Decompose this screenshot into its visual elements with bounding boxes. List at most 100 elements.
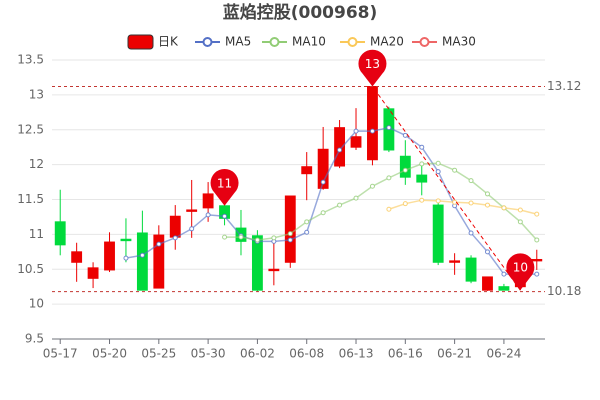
candle-body [317, 148, 329, 189]
ma-point [337, 147, 343, 153]
ma-point [222, 213, 228, 219]
candle-body [432, 204, 444, 263]
ma-line [125, 126, 537, 275]
legend-icon [202, 37, 213, 47]
x-tick-label: 06-13 [339, 347, 374, 361]
y-tick-label: 12.5 [17, 122, 44, 136]
candle-body [399, 155, 411, 178]
candle-body [54, 221, 66, 246]
candle-body [87, 267, 99, 279]
ma-point [534, 271, 540, 277]
ma-point [419, 197, 425, 203]
ma-point [501, 271, 507, 277]
candle-body [416, 174, 428, 183]
x-tick-label: 05-17 [43, 347, 78, 361]
ma-point [435, 198, 441, 204]
reference-label: 10.18 [547, 284, 581, 298]
ma-point [320, 179, 326, 185]
legend-icon [269, 37, 280, 47]
ma-point [238, 234, 244, 240]
candle-body [301, 166, 313, 175]
ma-point [386, 125, 392, 131]
legend-label: 日K [158, 35, 179, 49]
x-tick-label: 06-24 [486, 347, 521, 361]
ma-point [222, 234, 228, 240]
legend-label: MA10 [292, 35, 326, 49]
ma-point [353, 128, 359, 134]
ma-point [123, 255, 129, 261]
ma-point [468, 178, 474, 184]
ma-point [452, 167, 458, 173]
legend-label: MA20 [370, 35, 404, 49]
x-tick-label: 06-08 [289, 347, 324, 361]
candle-body [202, 193, 214, 209]
ma-point [287, 237, 293, 243]
candle-body [169, 215, 181, 238]
legend-icon [419, 37, 430, 47]
mark-label: 11 [217, 176, 232, 190]
legend-icon [347, 37, 358, 47]
ma-point [468, 200, 474, 206]
legend-label: MA30 [442, 35, 476, 49]
ma-point [139, 252, 145, 258]
x-tick-label: 05-25 [141, 347, 176, 361]
ma-point [501, 205, 507, 211]
ma-point [337, 202, 343, 208]
y-tick-label: 10 [29, 297, 44, 311]
ma-point [534, 211, 540, 217]
candle-body [71, 251, 83, 263]
y-tick-label: 11.5 [17, 192, 44, 206]
ma-point [435, 169, 441, 175]
ma-point [484, 249, 490, 255]
candle-body [284, 195, 296, 263]
ma-point [435, 160, 441, 166]
ma-point [353, 195, 359, 201]
ma-point [402, 167, 408, 173]
x-tick-label: 06-16 [388, 347, 423, 361]
x-tick-label: 05-20 [92, 347, 127, 361]
y-tick-label: 13.5 [17, 53, 44, 67]
ma-point [369, 128, 375, 134]
ma-point [419, 144, 425, 150]
ma-point [484, 191, 490, 197]
y-tick-label: 13 [29, 87, 44, 101]
ma-point [386, 175, 392, 181]
candle-body [334, 127, 346, 167]
y-tick-label: 9.5 [25, 332, 44, 346]
x-tick-label: 06-02 [240, 347, 275, 361]
ma-point [402, 201, 408, 207]
y-tick-label: 10.5 [17, 262, 44, 276]
candle-body [465, 257, 477, 282]
ma-point [189, 226, 195, 232]
x-tick-label: 05-30 [191, 347, 226, 361]
ma-line [224, 162, 538, 241]
ma-point [534, 237, 540, 243]
ma-point [205, 212, 211, 218]
ma-point [287, 231, 293, 237]
candle-body [350, 136, 362, 148]
connector [372, 86, 521, 291]
ma-point [172, 235, 178, 241]
ma-point [517, 207, 523, 213]
ma-point [254, 237, 260, 243]
ma-point [304, 229, 310, 235]
ma-point [386, 206, 392, 212]
candle-body [136, 232, 148, 291]
mark-pin [358, 49, 387, 87]
ma-point [156, 241, 162, 247]
candle-body [120, 238, 132, 242]
x-tick-label: 06-21 [437, 347, 472, 361]
candle-body [498, 286, 510, 291]
candle-body [251, 235, 263, 291]
candle-body [153, 234, 165, 289]
mark-label: 13 [365, 57, 380, 71]
candle-body [268, 268, 280, 272]
candle-body [449, 260, 461, 263]
ma-line [388, 199, 537, 215]
ma-point [419, 161, 425, 167]
ma-point [402, 132, 408, 138]
ma-point [369, 183, 375, 189]
mark-pin [210, 168, 239, 206]
reference-label: 13.12 [547, 79, 581, 93]
